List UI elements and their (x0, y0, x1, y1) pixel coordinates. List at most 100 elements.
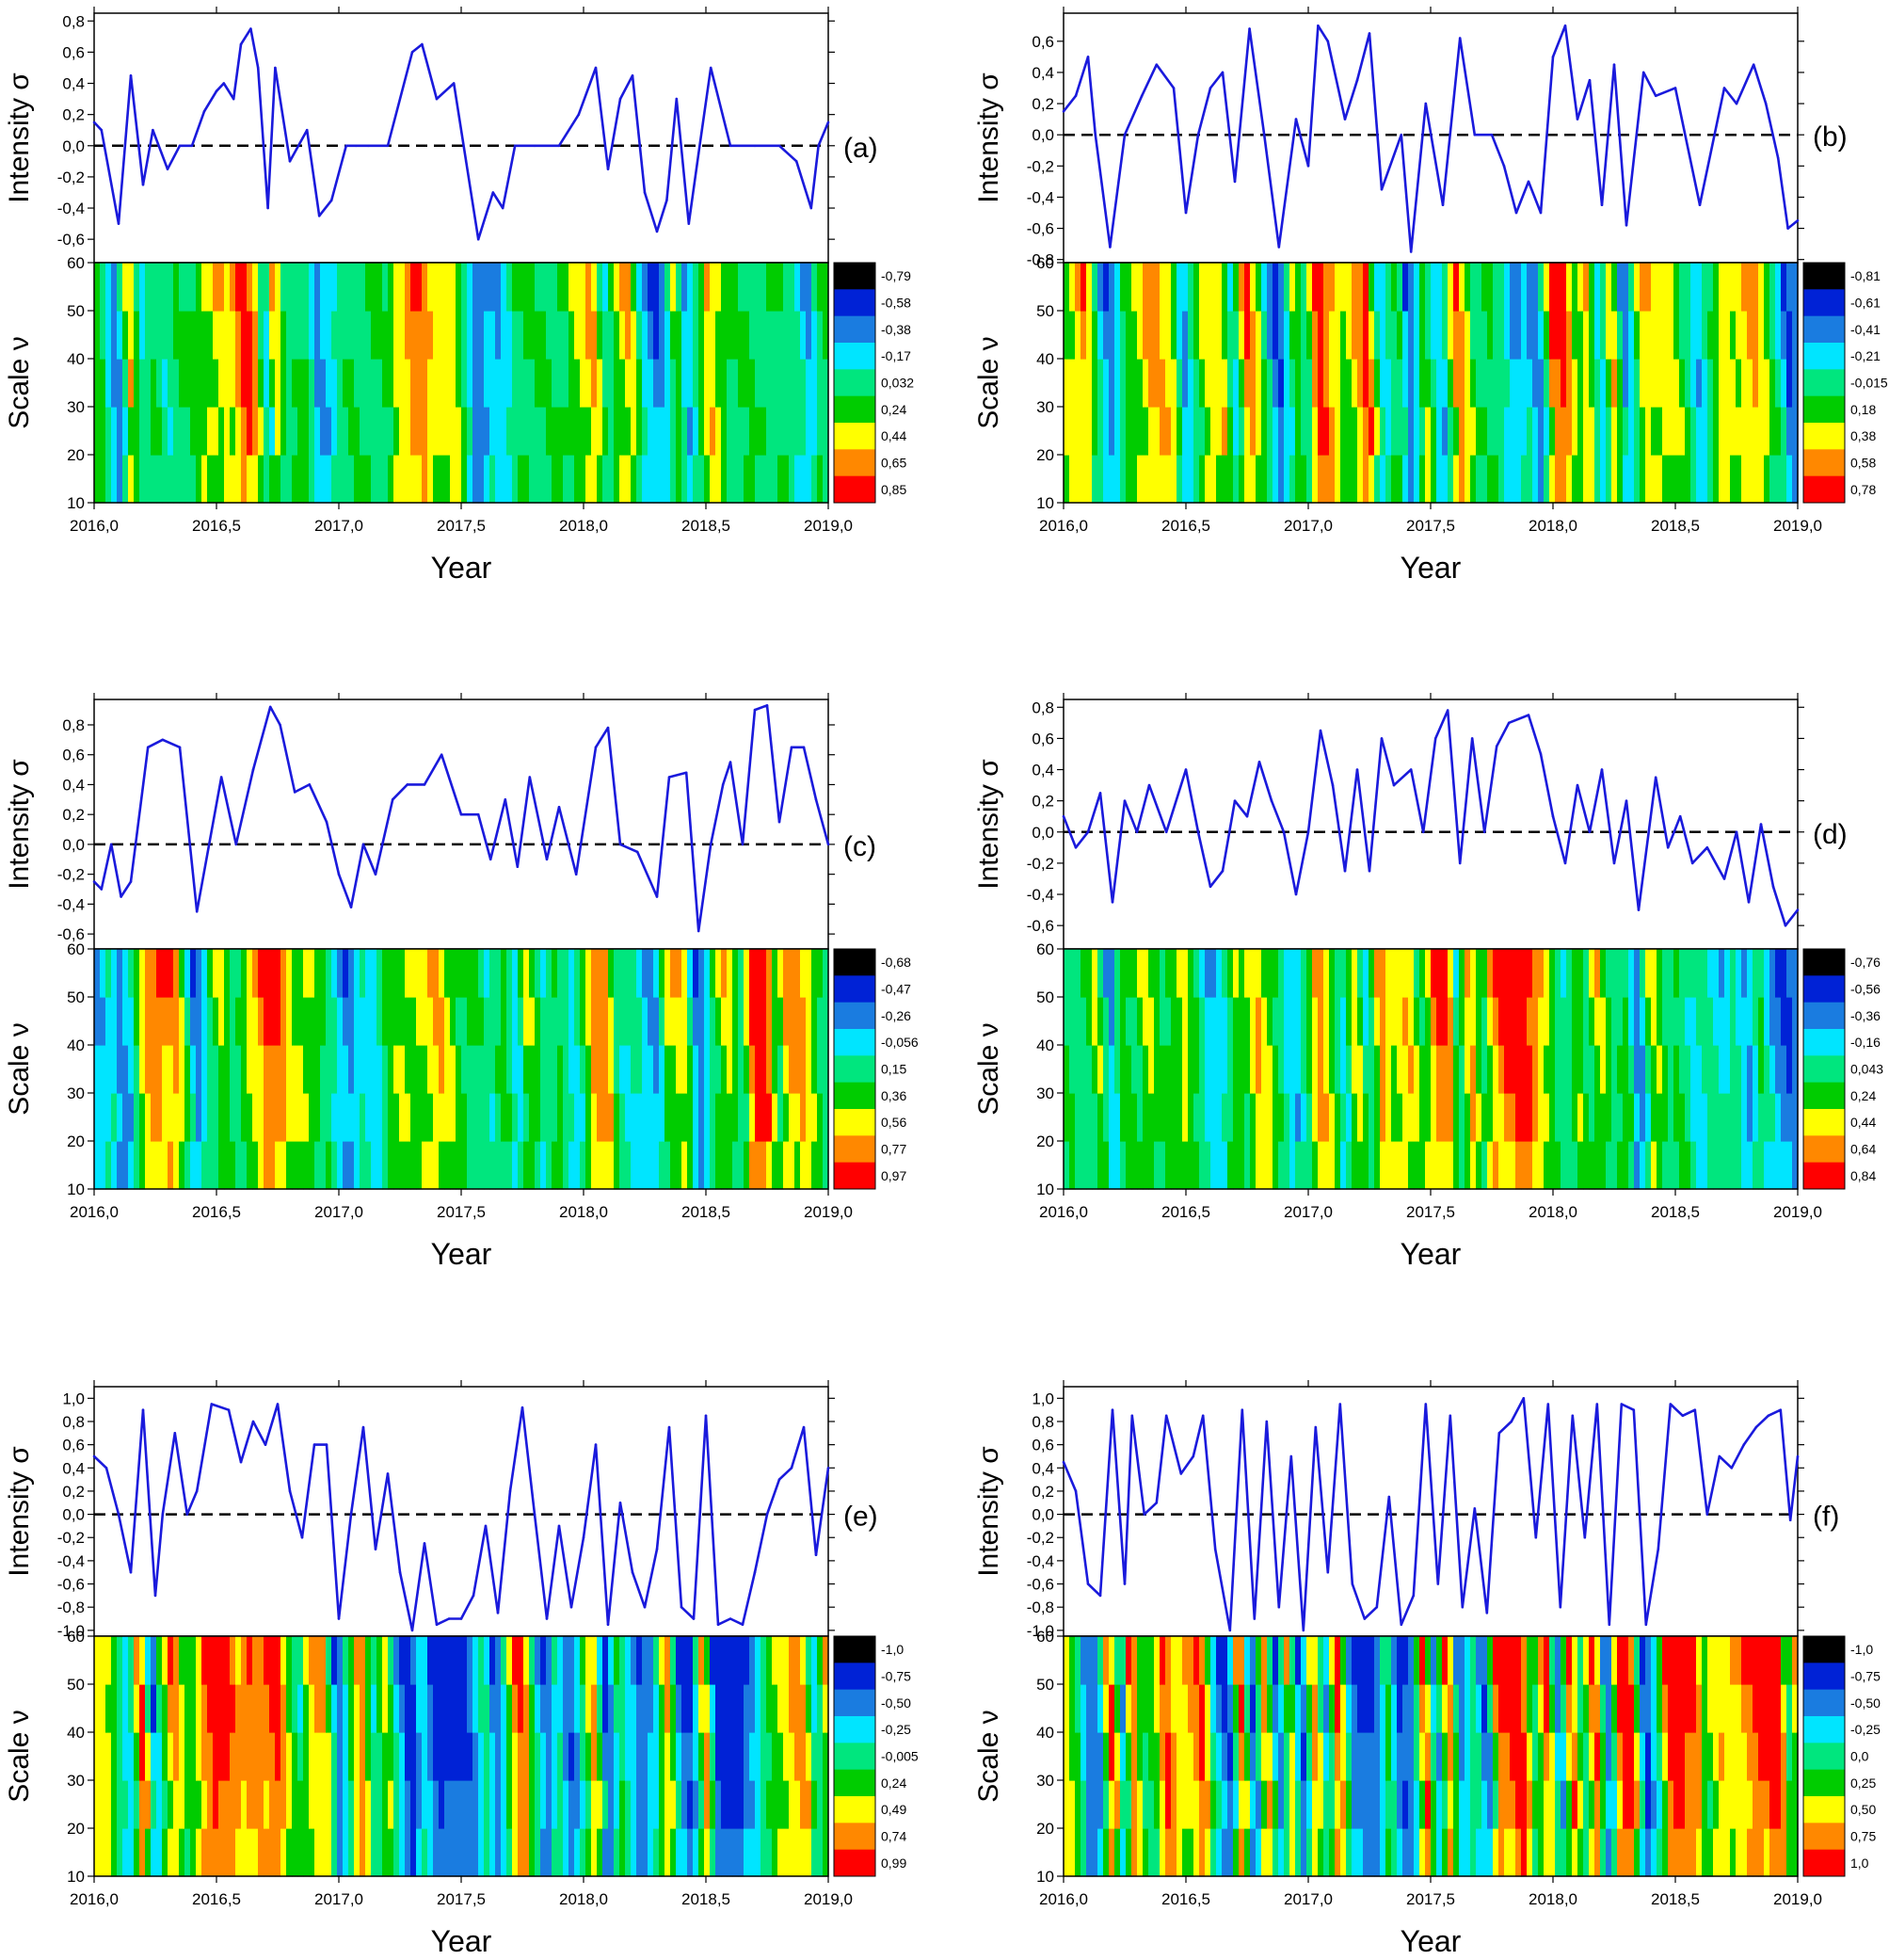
heatmap-cell (1278, 1780, 1285, 1829)
heatmap-cell (670, 949, 677, 998)
heatmap-cell (1419, 359, 1426, 408)
heatmap-cell (1340, 997, 1347, 1046)
heatmap-cell (444, 1828, 451, 1877)
intensity-y-axis: -0,6-0,4-0,20,00,20,40,60,8 (57, 716, 835, 943)
heatmap-cell (1611, 1141, 1618, 1190)
heatmap-cell (1442, 1141, 1449, 1190)
heatmap-cell (1549, 1732, 1556, 1781)
heatmap-cell (376, 1636, 383, 1685)
heatmap-cell (602, 263, 609, 312)
intensity-point (577, 113, 581, 116)
heatmap-cell (1126, 359, 1132, 408)
heatmap-cell (1617, 949, 1624, 998)
intensity-point (618, 1502, 622, 1504)
heatmap-cell (1600, 263, 1607, 312)
y-tick-label: -0,2 (57, 169, 85, 186)
heatmap-cell (744, 1636, 750, 1685)
heatmap-cell (393, 1636, 400, 1685)
heatmap-cell (1335, 263, 1341, 312)
heatmap-cell (687, 1684, 694, 1733)
heatmap-cell (648, 1093, 654, 1142)
heatmap-cell (484, 1828, 490, 1877)
heatmap-cell (1267, 1684, 1273, 1733)
heatmap-cell (190, 997, 197, 1046)
heatmap-cell (427, 1045, 434, 1094)
heatmap-cell (585, 407, 592, 456)
intensity-point (1074, 94, 1078, 98)
heatmap-cell (1143, 1732, 1149, 1781)
heatmap-cell (721, 1045, 728, 1094)
heatmap-cell (557, 1732, 564, 1781)
heatmap-cell (1600, 949, 1607, 998)
intensity-point (728, 1617, 732, 1620)
colorbar-swatch (1803, 423, 1845, 450)
heatmap-cell (552, 407, 558, 456)
year-x-axis: 2016,0 2016,5 2017,0 2017,5 2018,0 2018,5 2019… (1039, 503, 1822, 535)
heatmap-cell (512, 1093, 519, 1142)
heatmap-cell (484, 1732, 490, 1781)
heatmap-cell (636, 1093, 643, 1142)
heatmap-cell (1487, 1045, 1494, 1094)
heatmap-cell (811, 997, 818, 1046)
heatmap-cell (580, 1684, 586, 1733)
heatmap-cell (461, 407, 468, 456)
heatmap-cell (1385, 1045, 1392, 1094)
heatmap-cell (128, 1828, 135, 1877)
heatmap-cell (783, 1141, 790, 1190)
heatmap-cell (721, 1780, 728, 1829)
heatmap-cell (1069, 1684, 1076, 1733)
heatmap-cell (1120, 311, 1127, 360)
heatmap-cell (1555, 359, 1561, 408)
x-tick-label: 2016,5 (192, 1890, 241, 1908)
intensity-point (1412, 1594, 1416, 1598)
heatmap-cell (1137, 1684, 1144, 1733)
heatmap-cell (1753, 1684, 1759, 1733)
heatmap-cell (1707, 949, 1714, 998)
heatmap-cell (1764, 359, 1770, 408)
heatmap-cell (1222, 997, 1228, 1046)
heatmap-cell (343, 1636, 349, 1685)
heatmap-cell (1498, 1684, 1505, 1733)
heatmap-cell (1301, 1636, 1307, 1685)
heatmap-cell (1741, 311, 1748, 360)
heatmap-cell (1402, 311, 1409, 360)
heatmap-cell (1645, 1141, 1652, 1190)
heatmap-cell (1391, 1828, 1398, 1877)
heatmap-cell (207, 997, 214, 1046)
heatmap-cell (456, 311, 462, 360)
heatmap-cell (535, 1732, 541, 1781)
heatmap-cell (111, 1141, 118, 1190)
heatmap-cell (1504, 1093, 1511, 1142)
heatmap-cell (619, 1636, 626, 1685)
heatmap-cell (1549, 455, 1556, 504)
heatmap-cell (326, 311, 332, 360)
heatmap-cell (1222, 1045, 1228, 1094)
heatmap-cell (597, 1780, 603, 1829)
heatmap-cell (648, 455, 654, 504)
heatmap-cell (201, 1780, 208, 1829)
heatmap-cell (314, 263, 321, 312)
heatmap-cell (1097, 455, 1104, 504)
heatmap-cell (1414, 1141, 1420, 1190)
heatmap-cell (1363, 407, 1369, 456)
heatmap-cell (1148, 1141, 1155, 1190)
heatmap-cell (1210, 949, 1217, 998)
heatmap-cell (585, 1684, 592, 1733)
heatmap-cell (1137, 1093, 1144, 1142)
heatmap-cell (1436, 311, 1443, 360)
heatmap-cell (1188, 311, 1194, 360)
heatmap-cell (755, 407, 761, 456)
heatmap-cell (687, 1141, 694, 1190)
heatmap-cell (811, 1732, 818, 1781)
heatmap-cell (1261, 1828, 1268, 1877)
heatmap-cell (1707, 1732, 1714, 1781)
heatmap-cell (105, 1780, 112, 1829)
heatmap-cell (1318, 997, 1324, 1046)
heatmap-cell (1301, 949, 1307, 998)
heatmap-cell (1634, 1828, 1641, 1877)
heatmap-cell (461, 1828, 468, 1877)
heatmap-cell (100, 1141, 106, 1190)
heatmap-cell (715, 1732, 722, 1781)
heatmap-cell (439, 311, 445, 360)
heatmap-cell (1148, 263, 1155, 312)
